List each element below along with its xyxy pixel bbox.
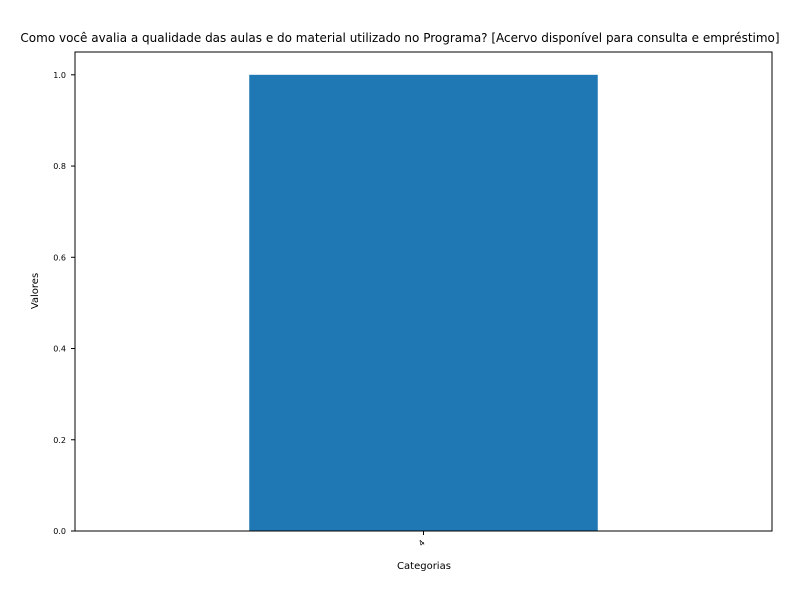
plot-area: 4 0.0 0.2 0.4 0.6 0.8 1.0	[53, 71, 598, 548]
plot-frame	[74, 51, 773, 532]
y-tick-label: 0.8	[53, 162, 66, 171]
y-tick-label: 0.6	[53, 253, 66, 262]
y-tick-label: 1.0	[53, 71, 66, 80]
x-tick-label: 4	[417, 538, 427, 548]
y-tick-label: 0.4	[53, 345, 66, 354]
x-axis-label: Categorias	[397, 561, 451, 572]
y-axis-label: Valores	[30, 273, 41, 309]
y-tick-label: 0.0	[53, 527, 66, 536]
y-tick-label: 0.2	[53, 436, 66, 445]
chart-title: Como você avalia a qualidade das aulas e…	[20, 31, 779, 45]
bar	[249, 74, 598, 532]
